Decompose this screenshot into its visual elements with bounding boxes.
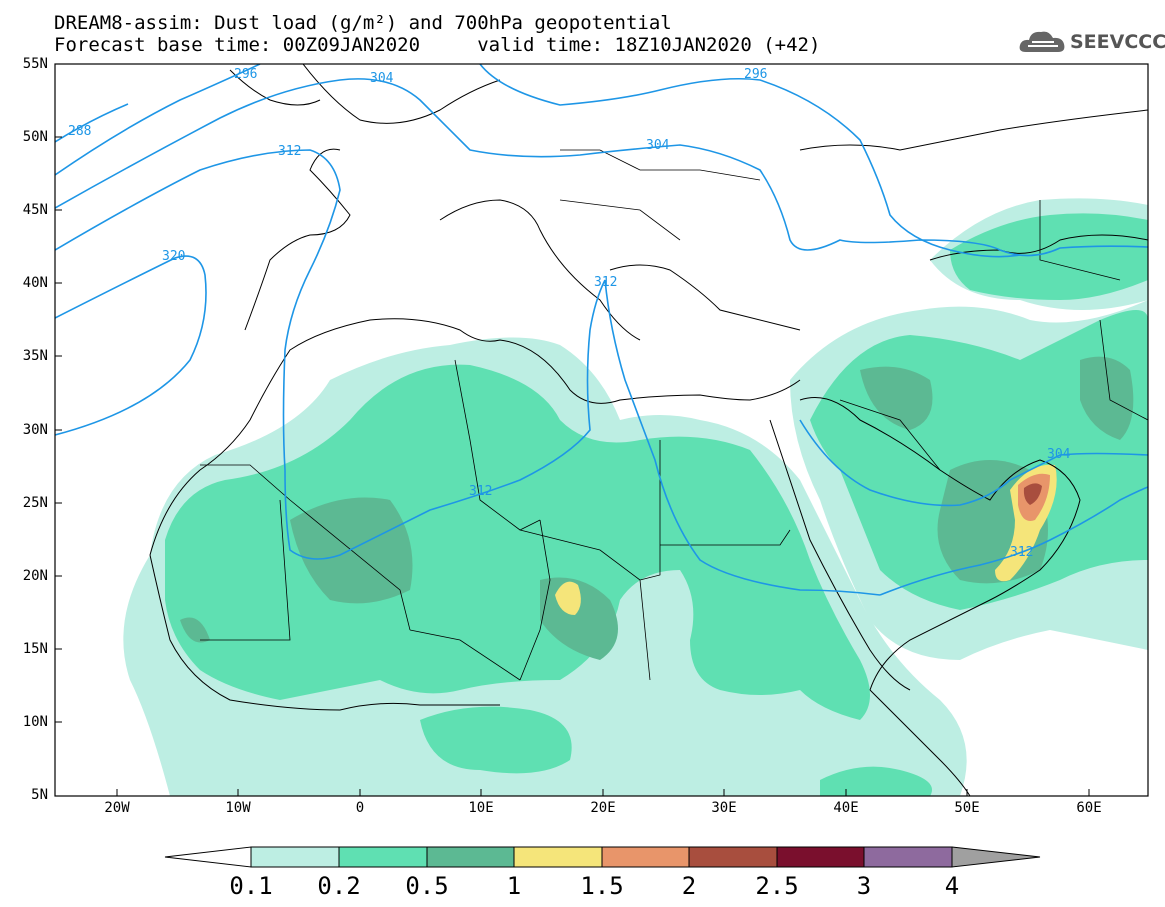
colorbar [164, 846, 1041, 868]
lat-label: 35N [22, 348, 48, 364]
colorbar-label: 2.5 [755, 872, 799, 900]
colorbar-swatch [601, 846, 690, 868]
contour-label: 304 [646, 138, 670, 153]
logo-text: SEEVCCC [1070, 31, 1165, 53]
lon-label: 50E [954, 800, 980, 816]
lat-label: 20N [22, 568, 48, 584]
contour-label: 312 [469, 484, 492, 499]
lon-label: 10E [468, 800, 494, 816]
lon-label: 20E [590, 800, 616, 816]
lat-label: 10N [22, 714, 48, 730]
colorbar-high-arrow [951, 846, 1041, 868]
lon-label: 0 [355, 800, 365, 816]
lon-label: 60E [1076, 800, 1102, 816]
contour-label: 320 [162, 249, 185, 264]
colorbar-swatch [250, 846, 340, 868]
contour-labels: 288 296 304 312 320 304 312 296 312 304 … [68, 67, 1071, 560]
lat-label: 55N [22, 56, 48, 72]
colorbar-swatch [338, 846, 428, 868]
geopotential-contours [55, 64, 1148, 596]
colorbar-label: 2 [681, 872, 697, 900]
contour-label: 304 [1047, 447, 1071, 462]
colorbar-low-arrow [164, 846, 252, 868]
axis-ticks [55, 63, 1090, 796]
colorbar-swatch [863, 846, 953, 868]
contour-label: 304 [370, 71, 394, 86]
contour-label: 296 [744, 67, 767, 82]
lon-label: 20W [104, 800, 130, 816]
lon-label: 40E [833, 800, 859, 816]
colorbar-swatch [426, 846, 515, 868]
colorbar-swatch [513, 846, 603, 868]
lat-label: 50N [22, 129, 48, 145]
lat-label: 40N [22, 275, 48, 291]
contour-label: 312 [1010, 545, 1033, 560]
contour-label: 312 [594, 275, 617, 290]
colorbar-label: 0.2 [317, 872, 361, 900]
colorbar-label: 0.5 [405, 872, 449, 900]
map-title: DREAM8-assim: Dust load (g/m²) and 700hP… [54, 12, 672, 34]
lat-label: 45N [22, 202, 48, 218]
lat-label: 30N [22, 422, 48, 438]
lon-label: 30E [711, 800, 737, 816]
colorbar-label: 1.5 [580, 872, 624, 900]
coastlines [149, 64, 1148, 796]
lat-label: 5N [31, 787, 48, 803]
cloud-icon [1019, 31, 1065, 52]
colorbar-label: 4 [944, 872, 960, 900]
political-borders [200, 149, 1148, 681]
lat-label: 15N [22, 641, 48, 657]
colorbar-label: 3 [856, 872, 872, 900]
colorbar-swatch [688, 846, 778, 868]
dust-area-2 [1023, 483, 1042, 505]
contour-label: 288 [68, 124, 91, 139]
colorbar-swatch [776, 846, 865, 868]
contour-label: 312 [278, 144, 301, 159]
colorbar-label: 1 [506, 872, 522, 900]
contour-label: 296 [234, 67, 257, 82]
lat-label: 25N [22, 495, 48, 511]
forecast-times: Forecast base time: 00Z09JAN2020 valid t… [54, 34, 821, 56]
lon-label: 10W [225, 800, 251, 816]
seevccc-logo: SEEVCCC [1018, 26, 1165, 58]
colorbar-label: 0.1 [229, 872, 273, 900]
